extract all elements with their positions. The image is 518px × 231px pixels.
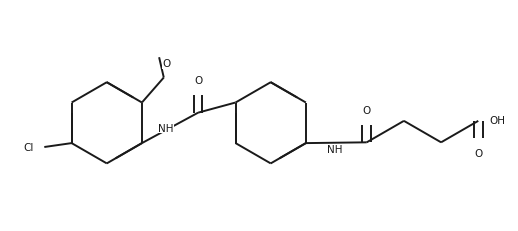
Text: Cl: Cl	[24, 142, 34, 152]
Text: NH: NH	[159, 123, 174, 133]
Text: NH: NH	[327, 145, 342, 155]
Text: OH: OH	[489, 116, 505, 125]
Text: O: O	[163, 59, 171, 69]
Text: O: O	[195, 76, 203, 86]
Text: O: O	[474, 149, 482, 158]
Text: O: O	[363, 106, 371, 116]
